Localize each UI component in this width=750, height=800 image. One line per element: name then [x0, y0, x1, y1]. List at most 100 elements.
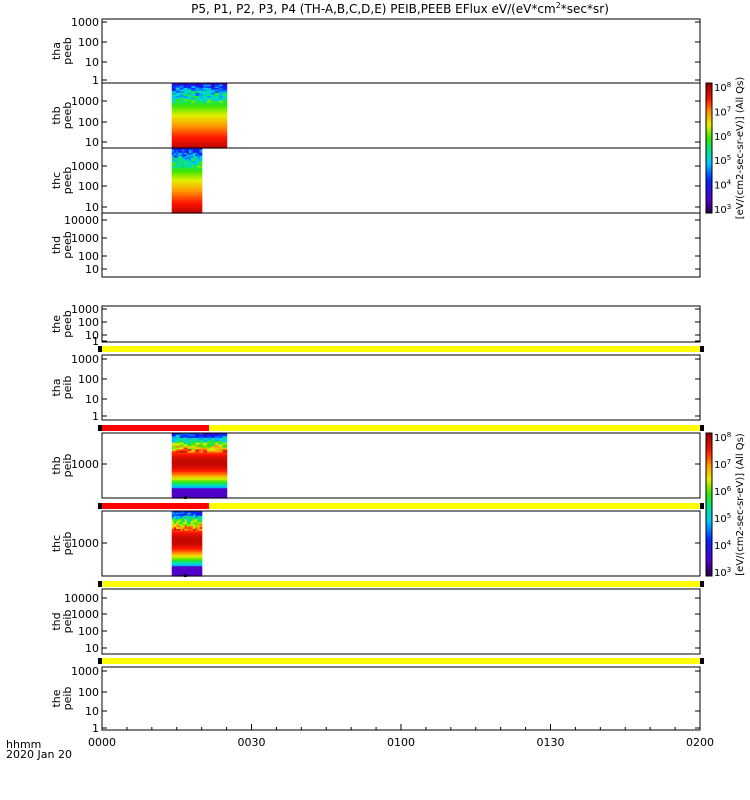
spectrogram-cell [186, 512, 190, 515]
spectrogram-cell [214, 449, 220, 452]
spectrogram-cell [179, 439, 185, 442]
spectrogram-cell [210, 439, 216, 442]
spectrogram-cell [183, 437, 189, 441]
spectrogram-cell [203, 87, 208, 91]
spectrogram-cell [203, 83, 208, 86]
spectrogram-cell [179, 447, 185, 450]
colorbar-cell [706, 111, 712, 114]
spectrogram-cell [171, 178, 203, 182]
spectrogram-cell [178, 165, 181, 169]
spectrogram-cell [190, 164, 194, 167]
spectrogram-cell [218, 444, 224, 447]
x-tick-label: 0130 [537, 736, 565, 749]
spectrogram-cell [182, 165, 186, 169]
spectrogram-cell [199, 514, 203, 517]
spectrogram-cell [180, 517, 184, 520]
spectrogram-cell [187, 436, 192, 439]
spectrogram-cell [171, 563, 203, 566]
spectrogram-cell [188, 164, 192, 167]
spectrogram-cell [173, 164, 177, 167]
y-tick-label: 10 [85, 56, 99, 69]
spectrogram-cell [184, 164, 188, 167]
colorbar-cell [706, 124, 712, 127]
spectrogram-cell [176, 527, 179, 530]
spectrogram-cell [171, 96, 177, 99]
spectrogram-cell [171, 146, 228, 149]
spectrogram-cell [178, 524, 181, 527]
spectrogram-cell [171, 465, 228, 468]
spectrogram-cell [186, 511, 190, 514]
colorbar-cell [706, 200, 712, 203]
spectrogram-cell [199, 152, 203, 156]
spectrogram-cell [197, 165, 201, 169]
spectrogram-cell [171, 527, 175, 530]
spectrogram-cell [199, 97, 204, 100]
spectrogram-cell [195, 512, 198, 515]
spectrogram-cell [173, 165, 177, 169]
spectrogram-cell [178, 161, 181, 164]
spectrogram-cell [171, 442, 177, 445]
spectrogram-cell [199, 87, 204, 91]
spectrogram-cell [184, 152, 188, 156]
spectrogram-cell [179, 97, 185, 100]
spectrogram-cell [207, 442, 212, 445]
colorbar-cell [706, 452, 712, 455]
colorbar-cell [706, 165, 712, 168]
spectrogram-cell [171, 174, 203, 177]
panel-frame [101, 354, 701, 421]
spectrogram-cell [218, 441, 224, 444]
spectrogram-cell [171, 190, 203, 193]
spectrogram-cell [171, 83, 177, 86]
spectrogram-cell [183, 100, 189, 104]
panel-ylabel: thbpeib [50, 454, 74, 478]
spectrogram-cell [186, 527, 190, 530]
spectrogram-cell [171, 467, 228, 470]
spectrogram-cell [188, 159, 192, 162]
spectrogram-cell [178, 514, 181, 517]
spectrogram-cell [222, 442, 228, 445]
spectrogram-cell [199, 100, 204, 104]
y-tick-label: 1000 [71, 16, 99, 29]
spectrogram-cell [218, 89, 224, 92]
spectrogram-cell [190, 162, 194, 165]
spectrogram-cell [214, 99, 220, 102]
colorbar-cell [706, 169, 712, 173]
spectrogram-cell [187, 86, 192, 89]
spectrogram-cell [197, 520, 201, 523]
spectrogram-cell [210, 436, 216, 439]
spectrogram-cell [176, 157, 179, 160]
spectrogram-cell [195, 434, 200, 437]
spectrogram-cell [203, 91, 208, 94]
colorbar-cell [706, 83, 712, 86]
spectrogram-cell [199, 439, 204, 442]
colorbar-cell [706, 128, 712, 132]
spectrogram-cell [171, 496, 228, 499]
colorbar-cell [706, 456, 712, 460]
spectrogram-cell [183, 99, 189, 102]
spectrogram-cell [199, 527, 203, 530]
spectrogram-cell [179, 96, 185, 99]
spectrogram-cell [187, 87, 192, 91]
spectrogram-cell [175, 83, 181, 86]
spectrogram-cell [171, 491, 228, 494]
y-tick-label: 100 [78, 116, 99, 129]
spectrogram-cell [191, 97, 196, 100]
spectrogram-cell [171, 439, 177, 442]
spectrogram-cell [191, 437, 196, 441]
spectrogram-cell [203, 450, 208, 454]
spectrogram-cell [207, 94, 212, 97]
spectrogram-cell [171, 206, 203, 209]
spectrogram-cell [186, 519, 190, 522]
spectrogram-cell [199, 151, 203, 154]
spectrogram-cell [171, 551, 203, 554]
bar-end-mark [700, 425, 704, 431]
spectrogram-cell [178, 517, 181, 520]
spectrogram-cell [186, 525, 190, 528]
spectrogram-cell [175, 433, 181, 436]
spectrogram-cell [178, 519, 181, 522]
spectrogram-cell [214, 87, 220, 91]
spectrogram-cell [180, 159, 184, 162]
spectrogram-cell [187, 441, 192, 444]
colorbar-cell [706, 197, 712, 201]
spectrogram-cell [171, 444, 177, 447]
